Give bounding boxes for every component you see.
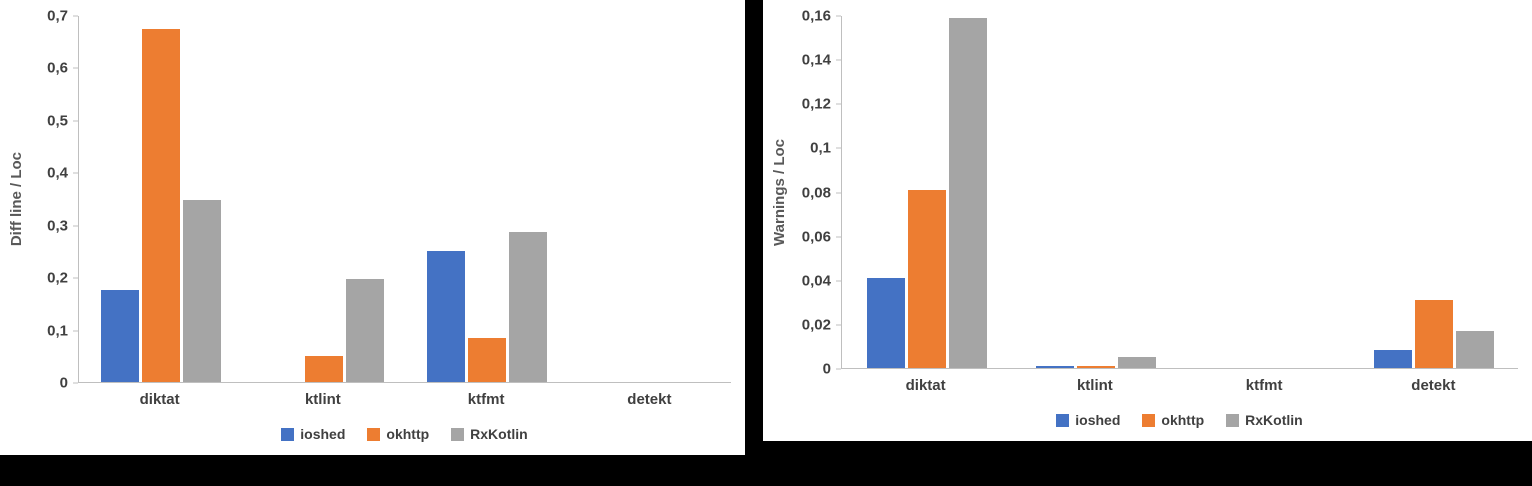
legend: ioshed okhttp RxKotlin bbox=[841, 403, 1518, 437]
y-tick-label: 0,1 bbox=[810, 139, 841, 157]
legend-swatch-okhttp bbox=[1142, 413, 1156, 427]
y-tick-label: 0,5 bbox=[47, 112, 78, 130]
legend-item-ioshed: ioshed bbox=[1056, 412, 1120, 428]
bar-RxKotlin-diktat bbox=[182, 200, 221, 382]
panel-warnings-chart: Warnings / Loc 0 0,02 0,04 0,06 0,08 0,1 0,12 0… bbox=[763, 0, 1532, 441]
bar-RxKotlin-detekt bbox=[1455, 330, 1494, 368]
bar-group-ktfmt bbox=[405, 16, 568, 382]
bar-group-diktat bbox=[842, 16, 1011, 368]
legend-label-ioshed: ioshed bbox=[300, 426, 346, 442]
bar-okhttp-ktlint bbox=[1076, 365, 1115, 368]
bar-group-detekt bbox=[1349, 16, 1518, 368]
y-tick-label: 0,04 bbox=[801, 272, 842, 290]
legend-item-okhttp: okhttp bbox=[1142, 412, 1204, 428]
bar-RxKotlin-ktfmt bbox=[508, 231, 547, 382]
chart-warnings-per-loc: Warnings / Loc 0 0,02 0,04 0,06 0,08 0,1 0,12 0… bbox=[763, 0, 1532, 441]
legend-label-okhttp: okhttp bbox=[1161, 412, 1205, 428]
legend-swatch-RxKotlin bbox=[451, 427, 465, 441]
x-category-label-detekt: detekt bbox=[627, 391, 672, 408]
y-tick-label: 0,6 bbox=[47, 59, 78, 77]
legend-swatch-okhttp bbox=[367, 427, 381, 441]
panel-diff-line-chart: Diff line / Loc 0 0,1 0,2 0,3 0,4 0,5 0,6 0,7 d… bbox=[0, 0, 745, 455]
legend-swatch-ioshed bbox=[1056, 413, 1070, 427]
bar-ioshed-ktfmt bbox=[426, 251, 465, 382]
y-tick-label: 0,12 bbox=[801, 95, 842, 113]
bar-RxKotlin-ktlint bbox=[1117, 357, 1156, 368]
x-category-label-diktat: diktat bbox=[139, 391, 180, 408]
bar-okhttp-ktlint bbox=[304, 355, 343, 382]
bar-ioshed-ktlint bbox=[1035, 365, 1074, 368]
y-tick-label: 0,1 bbox=[47, 322, 78, 340]
bar-okhttp-diktat bbox=[907, 189, 946, 368]
bar-RxKotlin-ktlint bbox=[345, 279, 384, 382]
legend-swatch-ioshed bbox=[281, 427, 295, 441]
legend-swatch-RxKotlin bbox=[1226, 413, 1240, 427]
y-axis-ticks: 0 0,02 0,04 0,06 0,08 0,1 0,12 0,14 0,16 bbox=[791, 8, 842, 378]
y-axis-title-cell: Diff line / Loc bbox=[4, 16, 28, 383]
bar-RxKotlin-diktat bbox=[948, 18, 987, 368]
legend-item-okhttp: okhttp bbox=[367, 426, 429, 442]
x-axis-labels: diktat ktlint ktfmt detekt bbox=[841, 369, 1518, 403]
bar-okhttp-detekt bbox=[1414, 299, 1453, 368]
plot-area bbox=[841, 16, 1518, 369]
legend-item-ioshed: ioshed bbox=[281, 426, 345, 442]
bar-okhttp-diktat bbox=[141, 29, 180, 382]
legend-label-okhttp: okhttp bbox=[386, 426, 430, 442]
bar-ioshed-diktat bbox=[866, 277, 905, 368]
y-axis-title: Diff line / Loc bbox=[7, 152, 25, 247]
y-tick-label: 0 bbox=[822, 360, 842, 378]
plot-area bbox=[78, 16, 731, 383]
legend: ioshed okhttp RxKotlin bbox=[78, 417, 731, 451]
y-tick-label: 0,16 bbox=[801, 7, 842, 25]
x-category-label-diktat: diktat bbox=[905, 377, 946, 394]
y-tick-label: 0,7 bbox=[47, 7, 78, 25]
bar-group-detekt bbox=[568, 16, 731, 382]
bar-ioshed-diktat bbox=[100, 289, 139, 382]
y-axis-ticks: 0 0,1 0,2 0,3 0,4 0,5 0,6 0,7 bbox=[28, 8, 79, 392]
bar-group-ktfmt bbox=[1180, 16, 1349, 368]
x-category-label-ktlint: ktlint bbox=[1076, 377, 1113, 394]
bar-group-ktlint bbox=[1011, 16, 1180, 368]
legend-label-RxKotlin: RxKotlin bbox=[470, 426, 528, 442]
legend-item-RxKotlin: RxKotlin bbox=[451, 426, 528, 442]
x-category-label-ktfmt: ktfmt bbox=[467, 391, 505, 408]
x-category-label-detekt: detekt bbox=[1411, 377, 1456, 394]
y-axis-title: Warnings / Loc bbox=[770, 139, 788, 246]
y-axis-title-cell: Warnings / Loc bbox=[767, 16, 791, 369]
y-tick-label: 0 bbox=[59, 374, 79, 392]
bar-group-diktat bbox=[79, 16, 242, 382]
legend-label-RxKotlin: RxKotlin bbox=[1245, 412, 1303, 428]
x-axis-labels: diktat ktlint ktfmt detekt bbox=[78, 383, 731, 417]
y-tick-label: 0,06 bbox=[801, 228, 842, 246]
bar-group-ktlint bbox=[242, 16, 405, 382]
legend-label-ioshed: ioshed bbox=[1075, 412, 1121, 428]
x-category-label-ktlint: ktlint bbox=[304, 391, 341, 408]
y-tick-label: 0,4 bbox=[47, 164, 78, 182]
legend-item-RxKotlin: RxKotlin bbox=[1226, 412, 1303, 428]
chart-diff-line-per-loc: Diff line / Loc 0 0,1 0,2 0,3 0,4 0,5 0,6 0,7 d… bbox=[0, 0, 745, 455]
bar-okhttp-ktfmt bbox=[467, 337, 506, 382]
y-tick-label: 0,08 bbox=[801, 184, 842, 201]
y-tick-label: 0,2 bbox=[47, 269, 78, 287]
y-tick-label: 0,3 bbox=[47, 217, 78, 235]
y-tick-label: 0,14 bbox=[801, 51, 842, 69]
x-category-label-ktfmt: ktfmt bbox=[1245, 377, 1283, 394]
y-tick-label: 0,02 bbox=[801, 316, 842, 334]
bar-ioshed-detekt bbox=[1373, 350, 1412, 368]
charts-container: Diff line / Loc 0 0,1 0,2 0,3 0,4 0,5 0,6 0,7 d… bbox=[0, 0, 1532, 455]
